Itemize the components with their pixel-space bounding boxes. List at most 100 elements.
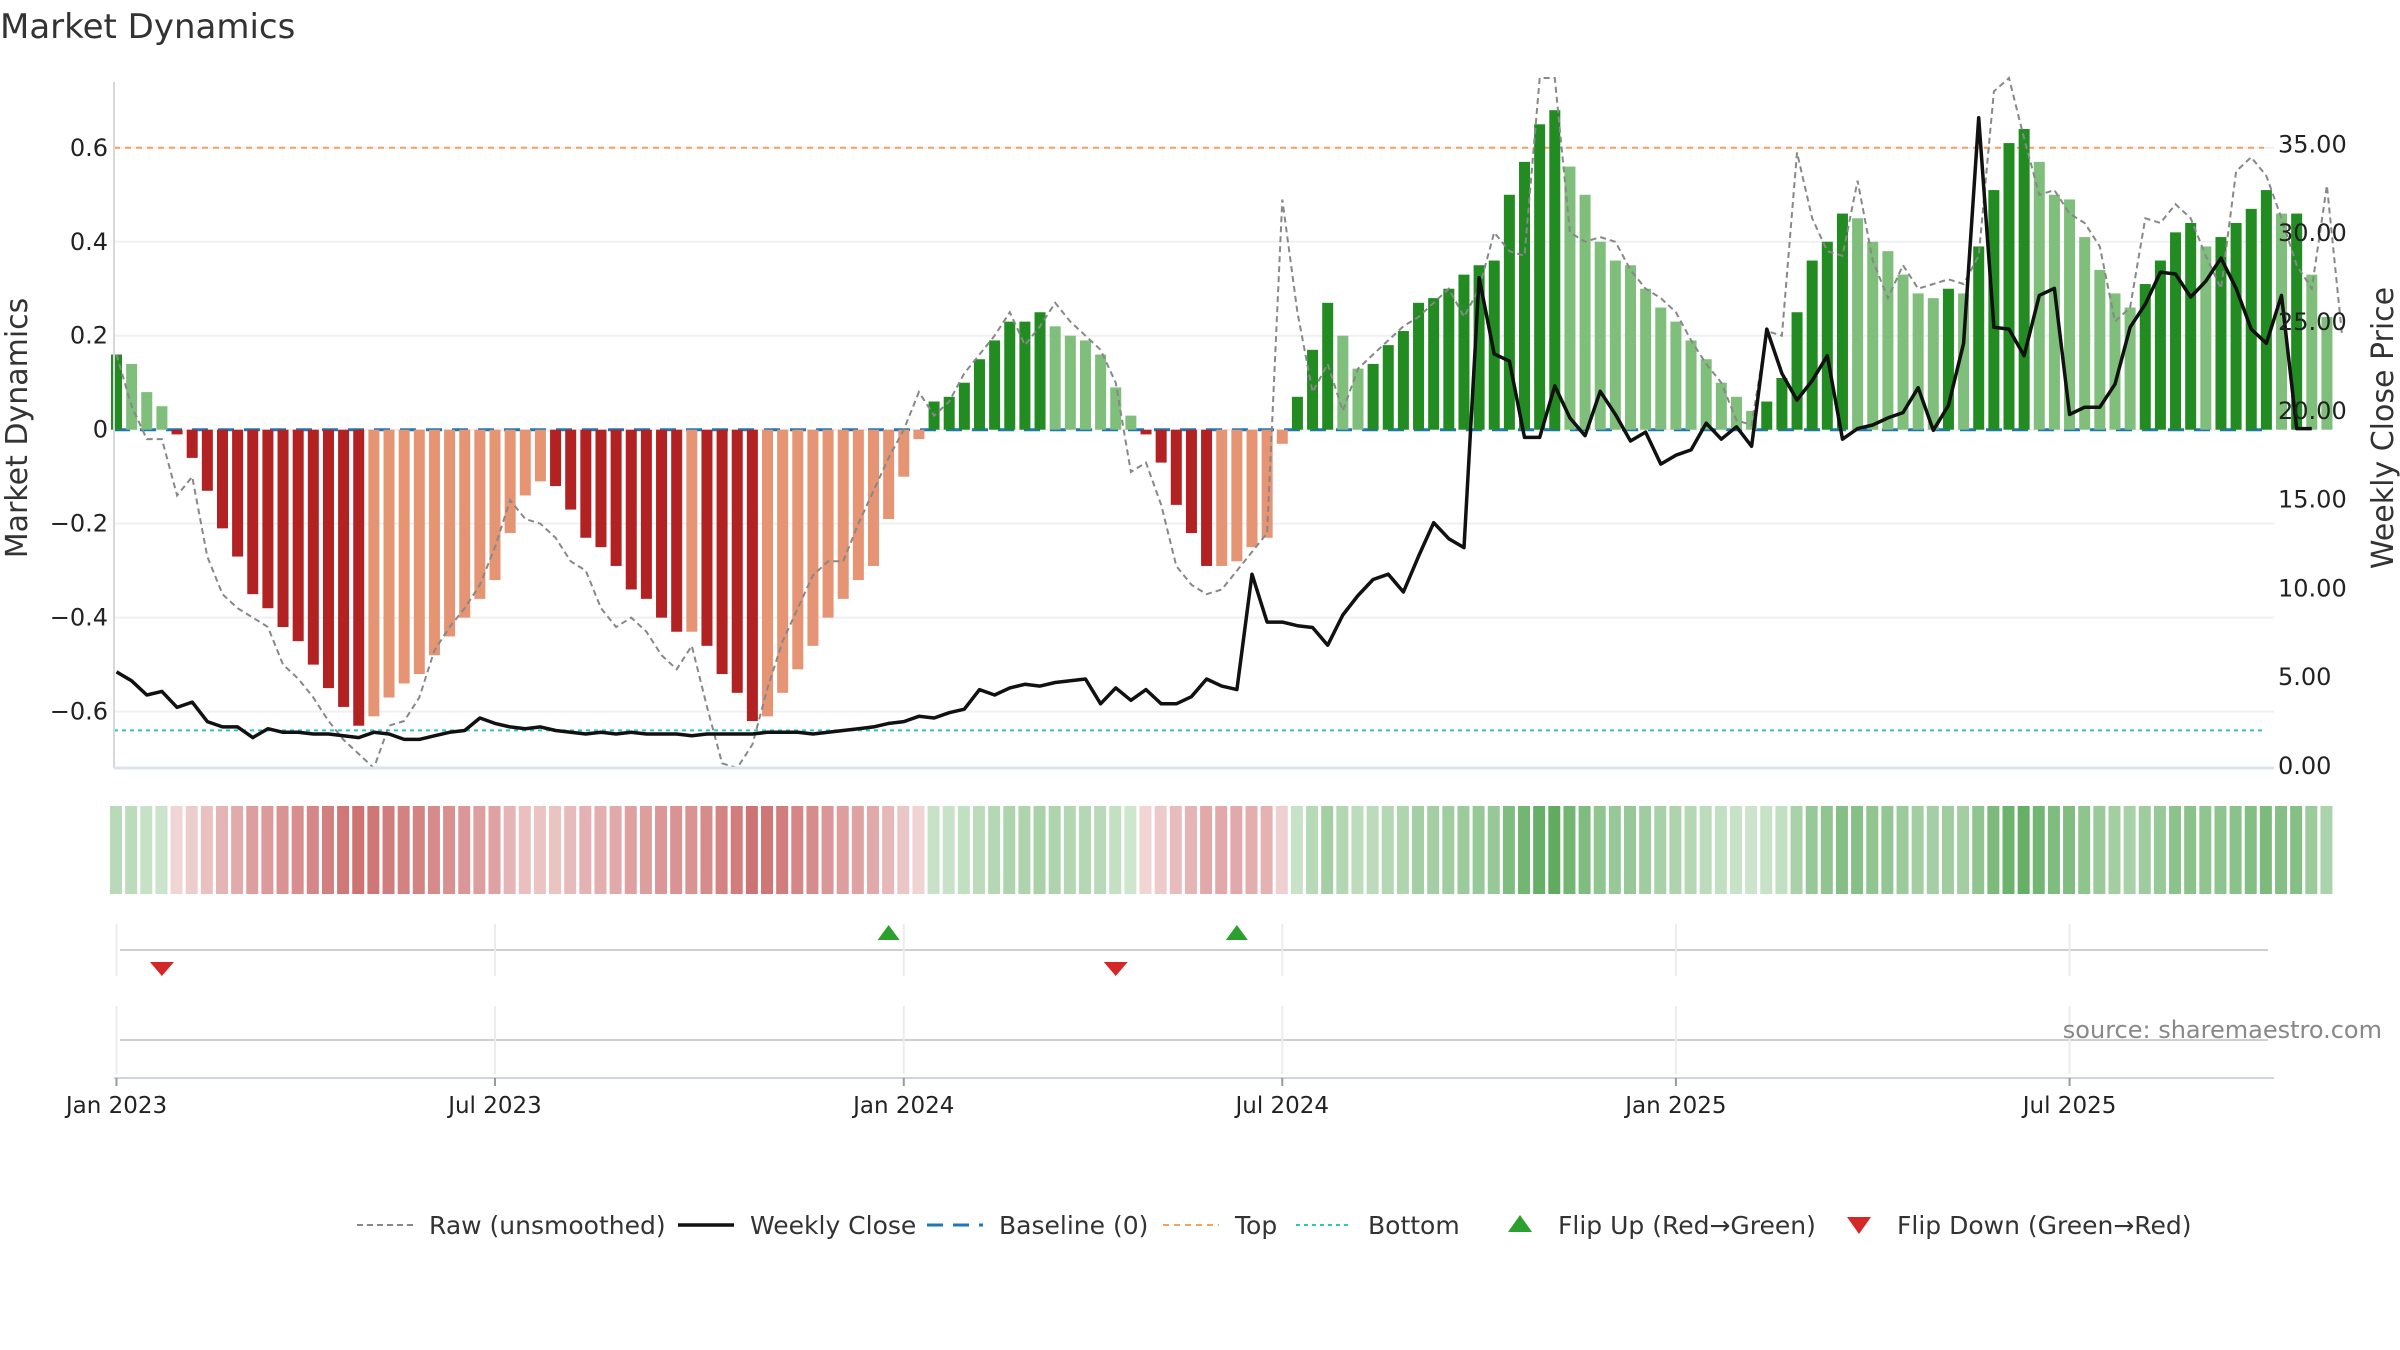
heat-cell bbox=[761, 806, 774, 894]
dynamics-bar bbox=[398, 429, 410, 684]
heat-cell bbox=[1548, 806, 1561, 894]
legend-item: Baseline (0) bbox=[927, 1211, 1148, 1240]
dynamics-bar bbox=[2276, 213, 2288, 430]
dynamics-bar bbox=[868, 429, 879, 566]
dynamics-bar bbox=[1019, 321, 1031, 430]
heat-cell bbox=[1608, 806, 1621, 894]
heat-cell bbox=[745, 806, 758, 894]
heat-cell bbox=[1048, 806, 1061, 894]
dynamics-bar bbox=[2079, 237, 2091, 430]
dynamics-bar bbox=[1625, 265, 1636, 430]
dynamics-bar bbox=[2048, 194, 2060, 430]
x-tick-label: Jul 2024 bbox=[1233, 1093, 1329, 1119]
heat-cell bbox=[1654, 806, 1667, 894]
heat-cell bbox=[730, 806, 743, 894]
dynamics-bar bbox=[2170, 232, 2182, 430]
heat-cell bbox=[337, 806, 350, 894]
heat-cell bbox=[1851, 806, 1864, 894]
heat-cell bbox=[639, 806, 652, 894]
dynamics-bar bbox=[1443, 288, 1455, 430]
dynamics-bar bbox=[1761, 401, 1773, 430]
heat-cell bbox=[942, 806, 955, 894]
legend-label: Weekly Close bbox=[750, 1211, 916, 1240]
right-tick-label: 15.00 bbox=[2278, 486, 2347, 514]
heat-cell bbox=[624, 806, 637, 894]
dynamics-bar bbox=[262, 429, 274, 609]
dynamics-bar bbox=[292, 429, 304, 642]
dynamics-bar bbox=[1367, 363, 1379, 430]
dynamics-bar bbox=[1579, 194, 1591, 430]
dynamics-bar bbox=[580, 429, 592, 538]
heat-cell bbox=[1200, 806, 1213, 894]
heat-cell bbox=[897, 806, 910, 894]
dynamics-bar bbox=[1004, 321, 1016, 430]
dynamics-bar bbox=[1291, 396, 1303, 430]
dynamics-bar bbox=[1670, 321, 1682, 430]
dynamics-bar bbox=[2230, 222, 2242, 430]
raw-unsmoothed-line bbox=[115, 76, 2344, 770]
legend: Raw (unsmoothed) Weekly Close Baseline (0)… bbox=[357, 1211, 2192, 1240]
heat-cell bbox=[806, 806, 819, 894]
heat-cell bbox=[1714, 806, 1727, 894]
dynamics-bar bbox=[958, 382, 970, 430]
dynamics-bar bbox=[716, 429, 728, 675]
heat-cell bbox=[2063, 806, 2076, 894]
legend-item: Raw (unsmoothed) bbox=[357, 1211, 666, 1240]
dynamics-bar bbox=[383, 429, 395, 698]
heat-cell bbox=[2169, 806, 2182, 894]
heat-cell bbox=[1835, 806, 1848, 894]
dynamics-bar bbox=[837, 429, 849, 599]
heat-cell bbox=[397, 806, 410, 894]
dynamics-bar bbox=[1685, 340, 1697, 430]
dynamics-bar bbox=[504, 429, 516, 534]
dynamics-bar bbox=[1034, 312, 1046, 430]
heat-cell bbox=[1230, 806, 1243, 894]
dynamics-bar bbox=[1413, 302, 1425, 430]
dynamics-bar bbox=[2018, 128, 2030, 430]
right-tick-label: 5.00 bbox=[2278, 663, 2331, 691]
heat-cell bbox=[957, 806, 970, 894]
dynamics-bar bbox=[307, 429, 319, 665]
dynamics-bar bbox=[413, 429, 425, 675]
dynamics-bar bbox=[1958, 293, 1970, 430]
heat-cell bbox=[1820, 806, 1833, 894]
dynamics-bar bbox=[1276, 429, 1288, 444]
heat-cell bbox=[972, 806, 985, 894]
dynamics-bar bbox=[1640, 288, 1652, 430]
dynamics-bar bbox=[338, 429, 350, 707]
dynamics-bar bbox=[2245, 208, 2257, 430]
heat-cell bbox=[1669, 806, 1682, 894]
axes: 0.6 0.4 0.2 0 −0.2 −0.4 −0.6 35.00 30.00 25.00 20.… bbox=[50, 82, 2347, 1119]
right-tick-label: 30.00 bbox=[2278, 219, 2347, 247]
heat-cell bbox=[1169, 806, 1182, 894]
dynamics-bar bbox=[1973, 246, 1985, 430]
dynamics-bar bbox=[2306, 274, 2318, 430]
dynamics-bar bbox=[656, 429, 668, 618]
dynamics-bar bbox=[1912, 293, 1924, 430]
dynamics-bar bbox=[701, 429, 713, 646]
heat-cell bbox=[1578, 806, 1591, 894]
dynamics-bar bbox=[1064, 335, 1076, 430]
dynamics-bar bbox=[1261, 429, 1273, 538]
legend-item: Flip Down (Green→Red) bbox=[1847, 1211, 2192, 1240]
heat-cell bbox=[1078, 806, 1091, 894]
heat-cell bbox=[2214, 806, 2227, 894]
heat-cell bbox=[155, 806, 168, 894]
dynamics-bar bbox=[1927, 298, 1939, 430]
dynamics-bar bbox=[1882, 251, 1894, 430]
heat-cell bbox=[2244, 806, 2257, 894]
dynamics-bar bbox=[883, 429, 895, 519]
heat-cell bbox=[1290, 806, 1303, 894]
heat-cell bbox=[1502, 806, 1515, 894]
heat-cell bbox=[382, 806, 395, 894]
heat-cell bbox=[715, 806, 728, 894]
x-tick-label: Jan 2024 bbox=[851, 1093, 954, 1119]
heat-cell bbox=[1321, 806, 1334, 894]
dynamics-bar bbox=[1246, 429, 1258, 548]
heat-cell bbox=[670, 806, 683, 894]
dynamics-bar bbox=[1201, 429, 1213, 566]
heat-cell bbox=[2017, 806, 2030, 894]
dynamics-bar bbox=[126, 363, 138, 430]
legend-label: Top bbox=[1234, 1211, 1277, 1240]
